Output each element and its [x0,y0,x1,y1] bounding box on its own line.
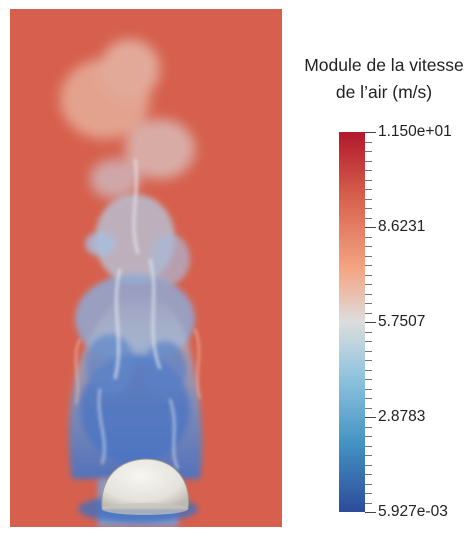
colorbar-tick [365,189,372,190]
colorbar-tick [365,141,372,143]
colorbar-tick [365,502,372,504]
colorbar-tick [365,455,372,456]
colorbar-tick [365,436,372,437]
colorbar-tick [365,417,376,418]
colorbar-tick [365,265,372,266]
colorbar-tick [365,274,372,276]
colorbar-tick [365,170,372,171]
colorbar-tick [365,445,372,447]
colorbar-tick [365,303,372,304]
colorbar-tick [365,360,372,361]
legend-title-line1: Module de la vitesse [304,55,464,75]
colorbar-tick [365,398,372,399]
colorbar-tick [365,388,372,390]
colorbar-tick [365,379,372,380]
colorbar-tick [365,179,372,181]
colorbar-tick [365,255,372,257]
colorbar-label-high: 8.6231 [378,218,426,235]
colorbar-ticks [365,132,377,513]
velocity-field-image [10,9,282,527]
colorbar-tick [365,369,372,371]
colorbar-tick [365,246,372,247]
colorbar-tick [365,312,372,314]
colorbar-tick [365,331,372,333]
colorbar-label-max: 1.150e+01 [378,123,452,140]
colorbar-tick [365,350,372,352]
colorbar-tick [365,293,372,295]
legend-title-line2: de l’air (m/s) [335,82,433,102]
colorbar-tick [365,236,372,238]
colorbar-tick [365,341,372,342]
colorbar-tick [365,493,372,494]
dome-object [101,458,190,510]
colorbar-tick [365,322,376,323]
colorbar-tick [365,407,372,409]
colorbar-tick [365,160,372,162]
colorbar-tick [365,227,376,228]
legend-title: Module de la vitesse de l’air (m/s) [296,52,472,106]
colorbar [339,132,365,512]
colorbar-tick [365,512,376,513]
colorbar-tick [365,284,372,285]
colorbar-tick [365,132,376,133]
colorbar-tick [365,464,372,466]
colorbar-label-min: 5.927e-03 [378,503,448,520]
upper-plume [60,39,195,199]
colorbar-label-mid: 5.7507 [378,313,426,330]
colorbar-tick [365,198,372,200]
colorbar-tick [365,426,372,428]
colorbar-tick [365,208,372,209]
colorbar-tick [365,151,372,152]
colorbar-label-low: 2.8783 [378,408,426,425]
colorbar-tick [365,217,372,219]
colorbar-tick [365,483,372,485]
colorbar-tick [365,474,372,475]
plume-streaks [74,158,201,470]
